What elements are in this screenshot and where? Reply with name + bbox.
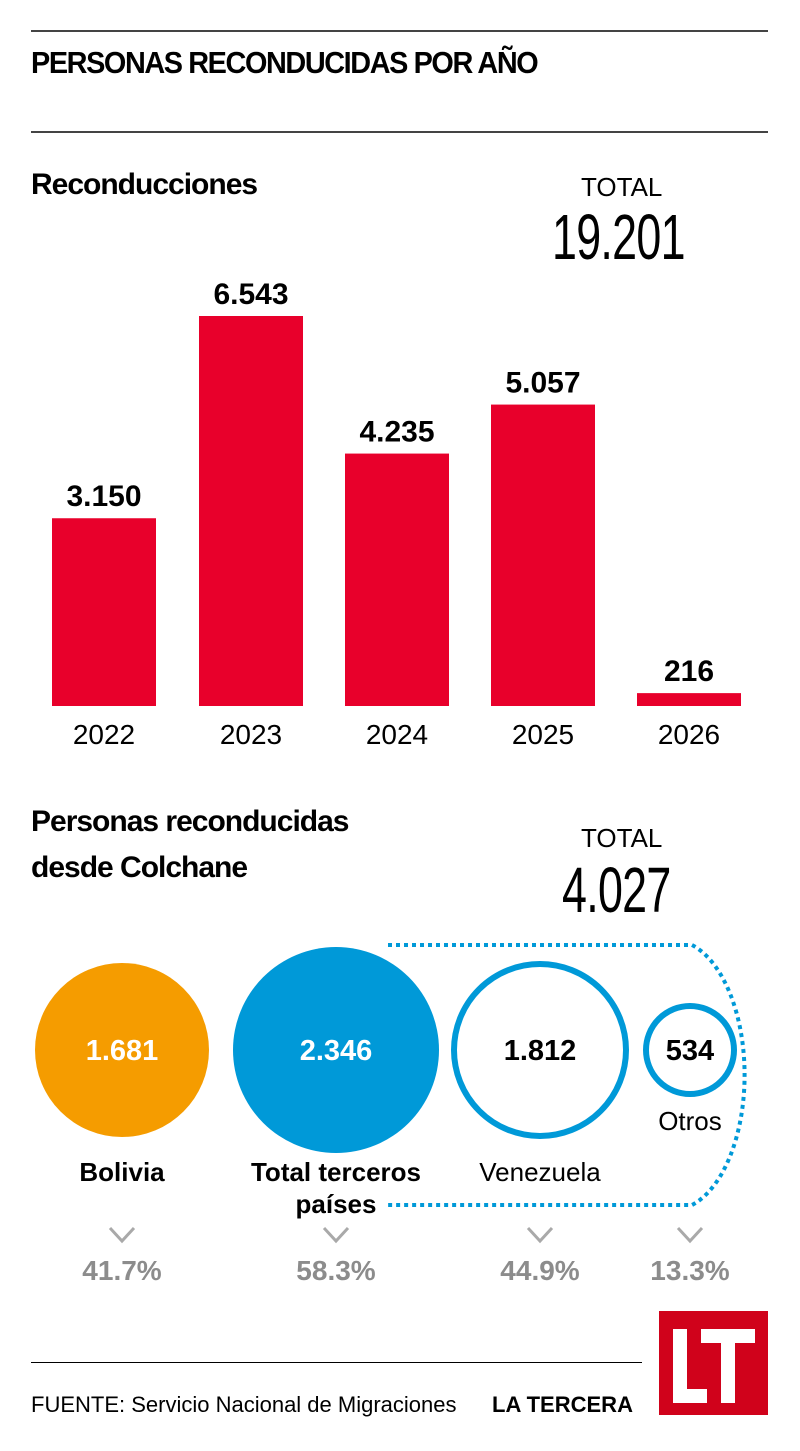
bubble-value: 534 (666, 1035, 714, 1067)
bubble-bolivia (35, 963, 209, 1137)
chevron-down-icon (526, 1226, 554, 1244)
chevron-down-icon (676, 1226, 704, 1244)
bar-value-label: 216 (664, 655, 714, 688)
source-text: FUENTE: Servicio Nacional de Migraciones (31, 1392, 457, 1417)
title-rule (31, 131, 768, 133)
section-title-colchane-line2: desde Colchane (31, 851, 248, 884)
page-title: PERSONAS RECONDUCIDAS POR AÑO (31, 45, 539, 80)
bar-2024 (345, 453, 449, 706)
bar-2022 (52, 518, 156, 706)
bar-value-label: 5.057 (505, 367, 580, 400)
total-value-colchane: 4.027 (562, 854, 671, 926)
bar-value-label: 4.235 (359, 416, 434, 449)
lt-logo-mark (673, 1329, 755, 1403)
bubble-value: 1.681 (86, 1035, 159, 1067)
dotted-bracket (388, 943, 747, 1207)
footer-rule (31, 1362, 642, 1363)
chevron-down-icon (108, 1226, 136, 1244)
chevron-down-icon (322, 1226, 350, 1244)
bubble-total-terceros-pa-ses (233, 947, 439, 1153)
bubble-value: 2.346 (300, 1035, 373, 1067)
bubble-chart: 1.681 Bolivia 41.7% 2.346 Total tercerospaís… (35, 943, 747, 1286)
bubble-otros (643, 1003, 737, 1097)
bar-2026 (637, 693, 741, 706)
percentage-label: 13.3% (650, 1255, 729, 1286)
bubble-label: Total terceros (251, 1157, 421, 1187)
total-label-colchane: TOTAL (581, 823, 663, 853)
total-label: TOTAL (581, 172, 663, 202)
bar-value-label: 6.543 (213, 278, 288, 311)
total-value: 19.201 (552, 201, 686, 273)
x-tick-label: 2022 (73, 719, 135, 750)
section-title-colchane-line1: Personas reconducidas (31, 805, 349, 838)
bar-chart: 3.150 2022 6.543 2023 4.235 2024 5.057 2025 216 2… (52, 278, 741, 750)
brand-name: LA TERCERA (492, 1392, 633, 1417)
bubble-label: Otros (658, 1106, 722, 1136)
bracket-gap (380, 1198, 388, 1212)
bar-2023 (199, 316, 303, 706)
x-tick-label: 2024 (366, 719, 428, 750)
top-rule (31, 30, 768, 32)
percentage-label: 41.7% (82, 1255, 161, 1286)
la-tercera-logo (659, 1311, 768, 1415)
bubble-label: Bolivia (79, 1157, 165, 1187)
bubble-label: países (296, 1189, 377, 1219)
bubble-value: 1.812 (504, 1035, 577, 1067)
x-tick-label: 2026 (658, 719, 720, 750)
bubble-venezuela (451, 961, 629, 1139)
x-tick-label: 2023 (220, 719, 282, 750)
percentage-label: 58.3% (296, 1255, 375, 1286)
percentage-label: 44.9% (500, 1255, 579, 1286)
bar-value-label: 3.150 (66, 480, 141, 513)
bubble-label: Venezuela (479, 1157, 601, 1187)
section-title-reconducciones: Reconducciones (31, 168, 258, 201)
bar-2025 (491, 404, 595, 706)
x-tick-label: 2025 (512, 719, 574, 750)
